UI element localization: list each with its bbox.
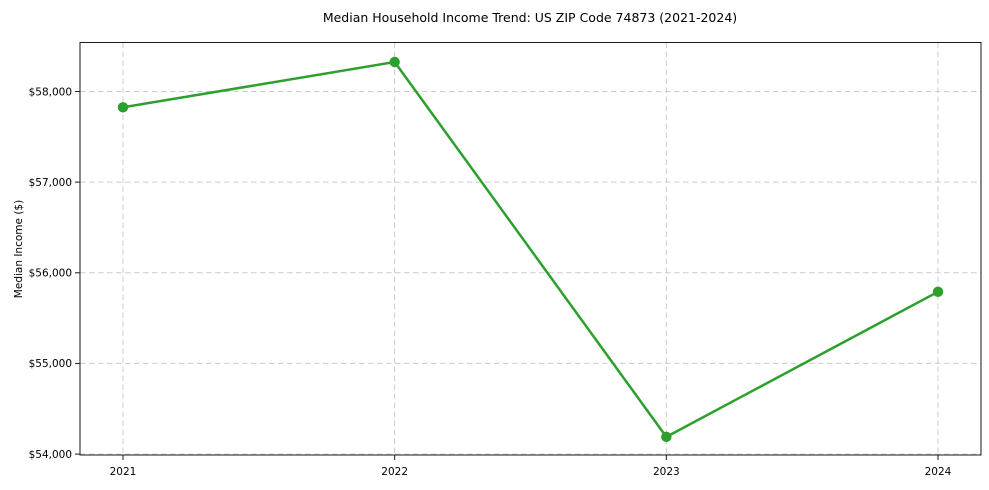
- x-tick-label: 2021: [110, 466, 137, 478]
- data-point-2021: [117, 102, 129, 113]
- y-tick-label: $54,000: [29, 449, 72, 461]
- x-tick-label: 2022: [381, 466, 408, 478]
- y-tick-label: $56,000: [29, 268, 72, 280]
- data-point-2022: [389, 56, 400, 68]
- y-axis-label: Median Income ($): [13, 200, 25, 298]
- plot-frame: [79, 42, 982, 456]
- series-layer: [117, 56, 944, 443]
- x-tick-label: 2023: [653, 466, 680, 478]
- label-layer: Median Household Income Trend: US ZIP Co…: [13, 10, 952, 478]
- y-tick-label: $57,000: [29, 177, 72, 189]
- grid-layer: [80, 42, 981, 455]
- chart-title: Median Household Income Trend: US ZIP Co…: [323, 10, 737, 25]
- data-point-2024: [932, 286, 944, 298]
- axis-layer: [75, 42, 982, 460]
- x-tick-label: 2024: [925, 466, 952, 478]
- y-tick-label: $58,000: [29, 86, 72, 98]
- data-point-2023: [661, 431, 672, 443]
- series-line: [122, 60, 939, 439]
- y-tick-label: $55,000: [29, 358, 72, 370]
